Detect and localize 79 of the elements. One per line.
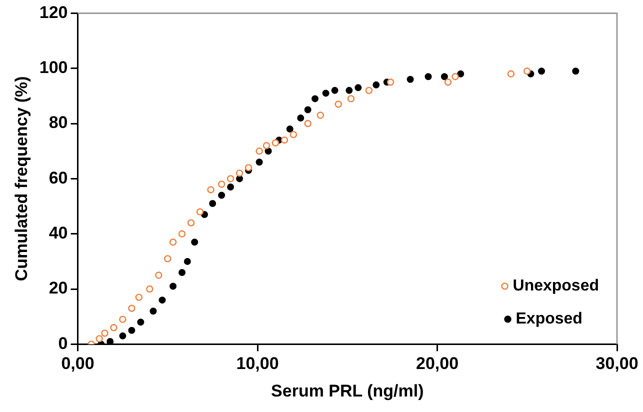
point: [236, 170, 244, 177]
point: [354, 84, 362, 92]
point: [101, 330, 108, 337]
y-axis-title: Cumulated frequency (%): [12, 76, 31, 282]
point: [297, 114, 304, 122]
point: [507, 70, 515, 78]
point: [236, 175, 244, 182]
point: [169, 238, 177, 246]
point: [227, 183, 234, 190]
x-tick-label: 20,00: [416, 354, 459, 374]
point: [457, 70, 464, 78]
point: [322, 90, 330, 97]
point: [146, 285, 154, 293]
legend-label: Exposed: [516, 310, 582, 328]
point: [304, 106, 312, 114]
point: [155, 272, 162, 279]
point: [170, 282, 177, 290]
x-tick-label: 0,00: [61, 354, 94, 374]
point: [444, 78, 452, 86]
x-tick-label: 30,00: [596, 354, 638, 374]
point: [331, 86, 338, 94]
point: [406, 76, 414, 83]
point: [226, 175, 234, 182]
point: [164, 255, 172, 262]
point: [256, 158, 263, 166]
point: [150, 308, 157, 315]
point: [158, 296, 166, 304]
point: [218, 192, 226, 199]
x-axis-title: Serum PRL (ng/ml): [271, 381, 424, 400]
point: [119, 332, 126, 340]
point: [386, 78, 394, 86]
point: [316, 112, 324, 119]
point: [178, 268, 186, 276]
point: [264, 148, 272, 155]
point: [110, 324, 118, 332]
point: [106, 338, 114, 344]
point: [191, 238, 198, 246]
point: [272, 139, 280, 146]
point: [207, 186, 214, 194]
point: [286, 126, 294, 133]
point: [128, 326, 136, 334]
point: [372, 81, 380, 88]
point: [346, 86, 353, 94]
point: [244, 164, 252, 172]
point: [538, 68, 546, 75]
x-tick-label: 10,00: [236, 354, 279, 374]
point: [304, 120, 312, 128]
point: [334, 100, 342, 108]
y-tick-label: 100: [39, 58, 68, 78]
point: [312, 95, 319, 102]
point: [135, 294, 142, 301]
point: [209, 200, 216, 208]
y-tick-label: 20: [48, 278, 68, 298]
y-tick-label: 60: [48, 168, 68, 188]
point: [184, 258, 191, 265]
point: [290, 130, 298, 138]
legend-label: Unexposed: [512, 278, 600, 295]
point: [280, 136, 288, 144]
point: [96, 335, 103, 342]
point: [187, 219, 195, 226]
y-tick-label: 40: [48, 224, 68, 243]
point: [218, 180, 226, 188]
point: [365, 86, 373, 94]
point: [128, 304, 136, 312]
point: [572, 68, 580, 75]
y-tick-label: 80: [48, 113, 68, 132]
point: [196, 208, 204, 216]
point: [119, 316, 126, 323]
y-tick-label: 0: [58, 334, 68, 353]
point: [524, 68, 531, 75]
point: [178, 230, 186, 238]
point: [452, 73, 459, 80]
point: [347, 95, 355, 102]
point: [256, 148, 263, 155]
point: [440, 73, 448, 80]
point: [262, 142, 270, 150]
y-tick-label: 120: [39, 2, 68, 22]
point: [424, 73, 432, 80]
point: [137, 318, 144, 326]
